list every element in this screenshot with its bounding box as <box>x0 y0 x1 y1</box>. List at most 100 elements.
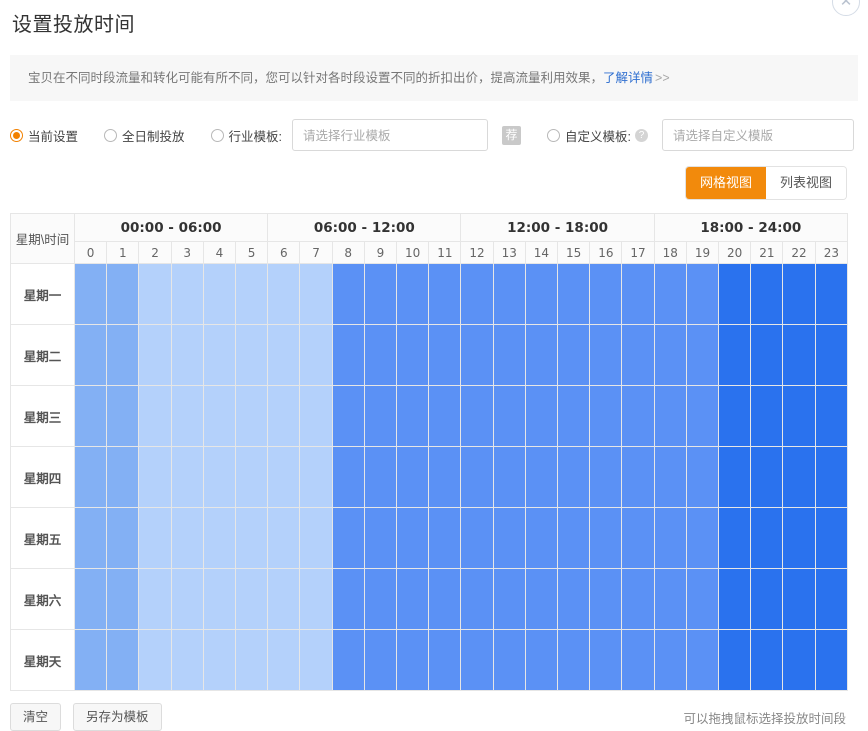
slot-3-2[interactable] <box>138 446 172 508</box>
slot-4-4[interactable] <box>203 507 237 569</box>
slot-5-1[interactable] <box>106 568 140 630</box>
slot-4-11[interactable] <box>428 507 462 569</box>
slot-0-5[interactable] <box>235 263 269 325</box>
slot-2-11[interactable] <box>428 385 462 447</box>
slot-2-1[interactable] <box>106 385 140 447</box>
slot-0-10[interactable] <box>396 263 430 325</box>
slot-1-11[interactable] <box>428 324 462 386</box>
slot-6-11[interactable] <box>428 629 462 691</box>
slot-1-20[interactable] <box>718 324 752 386</box>
slot-6-21[interactable] <box>750 629 784 691</box>
slot-3-10[interactable] <box>396 446 430 508</box>
slot-0-9[interactable] <box>364 263 398 325</box>
slot-1-4[interactable] <box>203 324 237 386</box>
slot-3-14[interactable] <box>525 446 559 508</box>
slot-1-3[interactable] <box>171 324 204 386</box>
slot-1-17[interactable] <box>621 324 655 386</box>
slot-2-17[interactable] <box>621 385 655 447</box>
slot-5-19[interactable] <box>686 568 720 630</box>
slot-3-1[interactable] <box>106 446 140 508</box>
slot-4-6[interactable] <box>267 507 301 569</box>
slot-3-9[interactable] <box>364 446 398 508</box>
slot-4-12[interactable] <box>460 507 494 569</box>
slot-1-15[interactable] <box>557 324 591 386</box>
slot-4-23[interactable] <box>815 507 849 569</box>
slot-1-13[interactable] <box>493 324 526 386</box>
slot-1-9[interactable] <box>364 324 398 386</box>
slot-0-6[interactable] <box>267 263 301 325</box>
slot-2-5[interactable] <box>235 385 269 447</box>
slot-2-13[interactable] <box>493 385 526 447</box>
slot-2-23[interactable] <box>815 385 849 447</box>
slot-2-15[interactable] <box>557 385 591 447</box>
save-as-template-button[interactable]: 另存为模板 <box>73 703 162 731</box>
slot-6-15[interactable] <box>557 629 591 691</box>
slot-6-17[interactable] <box>621 629 655 691</box>
slot-5-18[interactable] <box>654 568 687 630</box>
slot-0-0[interactable] <box>74 263 108 325</box>
slot-5-22[interactable] <box>782 568 816 630</box>
slot-4-15[interactable] <box>557 507 591 569</box>
slot-6-4[interactable] <box>203 629 237 691</box>
slot-1-23[interactable] <box>815 324 849 386</box>
slot-1-0[interactable] <box>74 324 108 386</box>
slot-6-22[interactable] <box>782 629 816 691</box>
slot-2-6[interactable] <box>267 385 301 447</box>
slot-6-16[interactable] <box>589 629 623 691</box>
slot-6-14[interactable] <box>525 629 559 691</box>
slot-5-5[interactable] <box>235 568 269 630</box>
slot-6-20[interactable] <box>718 629 752 691</box>
radio-custom-template[interactable]: 自定义模板: ? <box>547 126 648 145</box>
radio-industry-template-dot[interactable] <box>210 128 224 142</box>
slot-6-13[interactable] <box>493 629 526 691</box>
slot-0-8[interactable] <box>332 263 365 325</box>
slot-2-19[interactable] <box>686 385 720 447</box>
slot-0-22[interactable] <box>782 263 816 325</box>
slot-4-21[interactable] <box>750 507 784 569</box>
slot-1-7[interactable] <box>299 324 333 386</box>
radio-all-day[interactable]: 全日制投放 <box>104 126 185 145</box>
slot-4-17[interactable] <box>621 507 655 569</box>
clear-button[interactable]: 清空 <box>10 703 62 731</box>
slot-4-8[interactable] <box>332 507 365 569</box>
slot-0-18[interactable] <box>654 263 687 325</box>
slot-2-22[interactable] <box>782 385 816 447</box>
slot-4-13[interactable] <box>493 507 526 569</box>
slot-3-7[interactable] <box>299 446 333 508</box>
slot-0-1[interactable] <box>106 263 140 325</box>
slot-0-16[interactable] <box>589 263 623 325</box>
radio-current-setting[interactable]: 当前设置 <box>10 126 78 145</box>
radio-custom-template-dot[interactable] <box>547 128 561 142</box>
slot-0-17[interactable] <box>621 263 655 325</box>
slot-0-20[interactable] <box>718 263 752 325</box>
slot-1-21[interactable] <box>750 324 784 386</box>
slot-3-17[interactable] <box>621 446 655 508</box>
slot-0-12[interactable] <box>460 263 494 325</box>
slot-5-16[interactable] <box>589 568 623 630</box>
slot-3-15[interactable] <box>557 446 591 508</box>
slot-5-2[interactable] <box>138 568 172 630</box>
slot-1-1[interactable] <box>106 324 140 386</box>
slot-2-10[interactable] <box>396 385 430 447</box>
slot-5-21[interactable] <box>750 568 784 630</box>
slot-3-16[interactable] <box>589 446 623 508</box>
slot-1-10[interactable] <box>396 324 430 386</box>
slot-5-8[interactable] <box>332 568 365 630</box>
slot-6-23[interactable] <box>815 629 849 691</box>
slot-3-8[interactable] <box>332 446 365 508</box>
slot-5-7[interactable] <box>299 568 333 630</box>
tab-list-view[interactable]: 列表视图 <box>765 167 846 199</box>
radio-industry-template[interactable]: 行业模板: <box>210 126 282 145</box>
slot-6-12[interactable] <box>460 629 494 691</box>
slot-1-19[interactable] <box>686 324 720 386</box>
slot-2-14[interactable] <box>525 385 559 447</box>
slot-5-11[interactable] <box>428 568 462 630</box>
slot-0-11[interactable] <box>428 263 462 325</box>
slot-2-3[interactable] <box>171 385 204 447</box>
slot-1-6[interactable] <box>267 324 301 386</box>
slot-4-5[interactable] <box>235 507 269 569</box>
slot-3-3[interactable] <box>171 446 204 508</box>
slot-6-1[interactable] <box>106 629 140 691</box>
slot-1-8[interactable] <box>332 324 365 386</box>
slot-2-2[interactable] <box>138 385 172 447</box>
